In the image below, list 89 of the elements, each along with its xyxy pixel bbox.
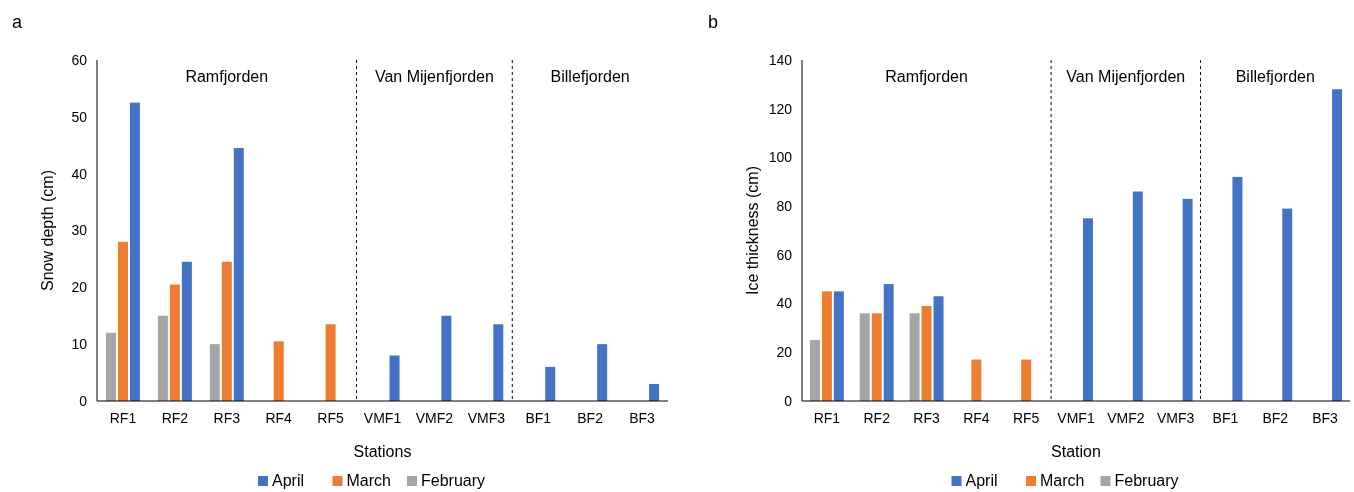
legend-label: April — [965, 472, 998, 489]
bar — [871, 313, 882, 401]
y-tick-label: 60 — [71, 51, 88, 68]
bar — [325, 324, 336, 401]
x-tick-label: VMF1 — [1057, 410, 1095, 426]
x-tick-label: VMF2 — [415, 410, 454, 426]
x-tick-label: VMF2 — [1107, 410, 1145, 426]
y-tick-label: 10 — [71, 336, 88, 353]
bar — [933, 296, 944, 401]
bar — [809, 340, 820, 401]
x-tick-label: RF3 — [913, 410, 940, 426]
legend-label: April — [272, 472, 305, 489]
y-tick-label: 0 — [79, 392, 88, 409]
bar — [273, 341, 284, 401]
y-axis-title: Ice thickness (cm) — [744, 166, 761, 295]
bar — [493, 324, 504, 401]
bar — [1332, 89, 1343, 401]
bar — [971, 359, 982, 401]
bar — [921, 306, 932, 401]
annotation: Van Mijenfjorden — [374, 67, 494, 85]
y-tick-label: 0 — [784, 392, 793, 409]
y-tick-label: 20 — [71, 279, 88, 296]
x-tick-label: RF5 — [1012, 410, 1040, 426]
bar — [545, 366, 556, 401]
y-tick-label: 60 — [776, 246, 793, 263]
y-tick-label: 50 — [71, 108, 88, 125]
bar — [1021, 359, 1032, 401]
x-axis-title: Station — [1051, 443, 1101, 460]
x-tick-label: RF2 — [161, 410, 189, 426]
x-tick-label: VMF3 — [467, 410, 506, 426]
annotation: Billefjorden — [550, 67, 630, 85]
bar — [883, 284, 894, 401]
bar — [105, 332, 116, 401]
bar — [117, 241, 128, 401]
x-tick-label: RF2 — [863, 410, 891, 426]
x-tick-label: BF1 — [1212, 410, 1239, 426]
y-tick-label: 140 — [768, 51, 793, 68]
y-tick-label: 40 — [776, 295, 793, 312]
y-tick-label: 20 — [776, 344, 793, 361]
bar — [221, 261, 232, 401]
x-tick-label: BF2 — [1262, 410, 1289, 426]
x-tick-label: VMF3 — [1156, 410, 1195, 426]
x-tick-label: RF5 — [317, 410, 345, 426]
y-tick-label: 40 — [71, 165, 88, 182]
legend-label: February — [1114, 472, 1179, 489]
x-tick-label: RF4 — [265, 410, 293, 426]
x-tick-label: BF1 — [525, 410, 552, 426]
bar — [1232, 176, 1243, 401]
bar — [209, 344, 220, 401]
bar — [157, 315, 168, 401]
x-tick-label: RF1 — [813, 410, 841, 426]
bar — [859, 313, 870, 401]
annotation: Ramfjorden — [185, 67, 269, 85]
bar — [181, 261, 192, 401]
bar — [389, 355, 400, 401]
x-tick-label: RF4 — [963, 410, 990, 426]
y-tick-label: 100 — [768, 149, 793, 166]
x-tick-label: RF1 — [109, 410, 137, 426]
y-axis-title: Snow depth (cm) — [39, 170, 56, 291]
bar — [821, 291, 832, 401]
legend-label: March — [1040, 472, 1085, 489]
bar — [909, 313, 920, 401]
x-axis-title: Stations — [353, 443, 412, 460]
annotation: Van Mijenfjorden — [1066, 67, 1186, 85]
bar — [597, 344, 608, 401]
bar — [1132, 191, 1143, 401]
x-tick-label: RF3 — [213, 410, 241, 426]
bar — [169, 284, 180, 401]
chart-title: b — [708, 12, 719, 32]
chart-title: a — [12, 12, 23, 32]
x-tick-label: BF3 — [1312, 410, 1339, 426]
bar — [649, 383, 660, 401]
x-tick-label: BF2 — [577, 410, 604, 426]
bar — [441, 315, 452, 401]
legend-label: February — [421, 472, 486, 489]
bar — [233, 148, 244, 401]
legend-label: March — [346, 472, 391, 489]
y-tick-label: 80 — [776, 198, 793, 215]
bar — [1182, 198, 1193, 401]
annotation: Billefjorden — [1235, 67, 1315, 85]
bar — [1282, 208, 1293, 401]
y-tick-label: 120 — [768, 100, 793, 117]
y-tick-label: 30 — [71, 222, 88, 239]
x-tick-label: BF3 — [629, 410, 656, 426]
bar — [833, 291, 844, 401]
bar — [129, 102, 140, 401]
bar — [1082, 218, 1093, 401]
x-tick-label: VMF1 — [363, 410, 402, 426]
annotation: Ramfjorden — [885, 67, 968, 85]
